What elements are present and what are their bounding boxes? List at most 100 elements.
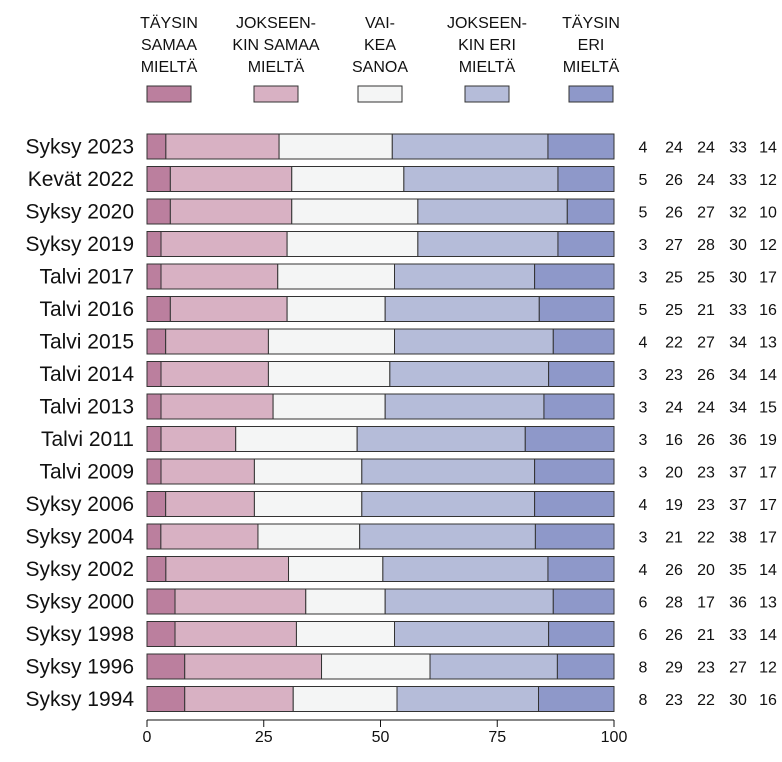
bar-segment: [524, 426, 615, 452]
value-label: 20: [665, 465, 683, 482]
bar-segment: [169, 166, 293, 192]
bar-segment: [146, 328, 167, 355]
value-label: 24: [697, 140, 715, 157]
value-label: 21: [697, 302, 715, 319]
value-label: 17: [697, 595, 715, 612]
bar-segment: [552, 328, 615, 355]
bar-segment: [146, 653, 186, 680]
row-label: Talvi 2013: [39, 396, 134, 419]
value-label: 17: [759, 497, 777, 514]
bar-segment: [146, 686, 186, 712]
row-label: Syksy 2004: [25, 526, 134, 549]
bar-segment: [165, 328, 269, 355]
value-label: 3: [639, 432, 648, 449]
bar-segment: [321, 653, 431, 680]
value-label: 22: [665, 335, 683, 352]
bar-segment: [394, 328, 554, 355]
bar-segment: [557, 231, 615, 257]
value-label: 5: [639, 302, 648, 319]
value-label: 5: [639, 172, 648, 189]
value-label: 15: [759, 400, 777, 417]
x-tick-label: 0: [143, 729, 152, 746]
legend-swatch: [253, 85, 299, 103]
bar-segment: [169, 198, 293, 225]
value-label: 12: [759, 660, 777, 677]
value-label: 22: [697, 530, 715, 547]
bar-segment: [257, 523, 361, 550]
row-label: Syksy 1996: [25, 656, 134, 679]
legend-label: SAMAA: [141, 37, 197, 54]
value-label: 17: [759, 530, 777, 547]
value-label: 26: [665, 627, 683, 644]
row-label: Talvi 2014: [39, 363, 134, 386]
value-label: 16: [759, 692, 777, 709]
legend-label: TÄYSIN: [562, 14, 620, 32]
bar-segment: [286, 296, 386, 322]
row-label: Talvi 2016: [39, 298, 134, 321]
bar-segment: [160, 458, 255, 485]
bar-segment: [160, 393, 274, 420]
bar-segment: [146, 523, 162, 550]
bar-segment: [272, 393, 386, 420]
bar-segment: [277, 263, 396, 290]
bar-segment: [384, 296, 540, 322]
bar-segment: [146, 393, 162, 420]
x-axis: 0 25 50 75 100: [143, 719, 628, 746]
bar-segment: [235, 426, 358, 452]
bar-segment: [267, 361, 391, 387]
legend-label: ERI: [578, 37, 605, 54]
bar-segment: [417, 198, 568, 225]
x-tick-label: 75: [488, 729, 506, 746]
bar-segment: [146, 166, 171, 192]
value-label: 3: [639, 400, 648, 417]
bar-segment: [146, 231, 162, 257]
bar-segment: [394, 621, 550, 647]
bar-segment: [291, 198, 419, 225]
value-label: 33: [729, 140, 747, 157]
bar-segment: [267, 328, 396, 355]
value-label: 12: [759, 172, 777, 189]
value-label: 37: [729, 465, 747, 482]
value-label: 22: [697, 692, 715, 709]
bar-segment: [538, 686, 615, 712]
value-label: 17: [759, 465, 777, 482]
value-label: 23: [697, 465, 715, 482]
value-label: 3: [639, 237, 648, 254]
value-labels: 4 24 24 33 145 26 24 33 125 26 27 32 103 27 28 30 123 25 2…: [639, 140, 777, 710]
value-label: 14: [759, 140, 777, 157]
value-label: 14: [759, 627, 777, 644]
bar-segment: [146, 426, 162, 452]
bar-segment: [278, 133, 393, 160]
legend-label: KEA: [364, 37, 396, 54]
bar-segment: [566, 198, 615, 225]
value-label: 14: [759, 562, 777, 579]
legend-swatch: [464, 85, 510, 103]
value-label: 16: [759, 302, 777, 319]
bar-segment: [146, 361, 162, 387]
bar-segment: [391, 133, 549, 160]
value-label: 27: [729, 660, 747, 677]
bar-segment: [146, 458, 162, 485]
value-label: 27: [697, 205, 715, 222]
x-tick-label: 100: [601, 729, 628, 746]
value-label: 19: [759, 432, 777, 449]
value-label: 8: [639, 660, 648, 677]
bar-segment: [543, 393, 615, 420]
bar-segment: [146, 133, 167, 160]
bar-segment: [288, 556, 384, 582]
row-label: Syksy 2006: [25, 493, 134, 516]
value-label: 29: [665, 660, 683, 677]
row-label: Syksy 1998: [25, 623, 134, 646]
row-label: Syksy 1994: [25, 688, 134, 711]
value-label: 37: [729, 497, 747, 514]
legend-label: MIELTÄ: [141, 58, 198, 76]
bar-segment: [160, 426, 237, 452]
legend-label: SANOA: [352, 59, 408, 76]
value-label: 4: [639, 140, 648, 157]
row-label: Talvi 2009: [39, 461, 134, 484]
bar-segment: [429, 653, 558, 680]
bar-segment: [534, 458, 615, 485]
legend-label: VAI-: [365, 15, 395, 32]
value-label: 8: [639, 692, 648, 709]
